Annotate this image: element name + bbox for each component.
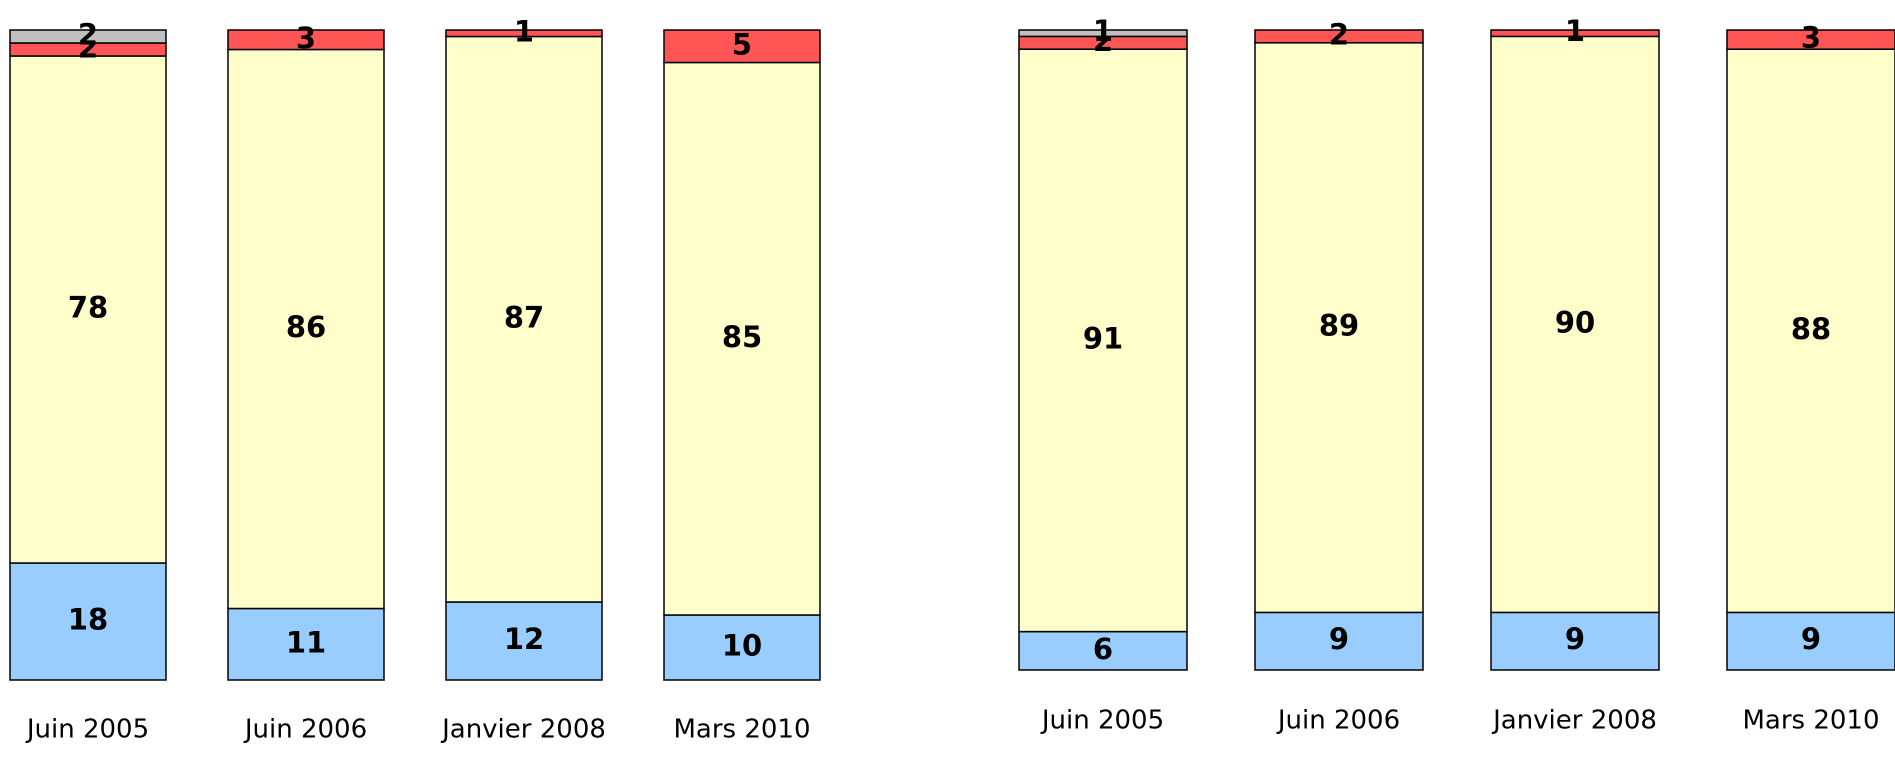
bar-segment	[1018, 29, 1188, 38]
data-label: 87	[504, 300, 544, 334]
x-tick-label: Juin 2005	[25, 715, 149, 745]
bar-segment	[663, 61, 821, 616]
data-label: 1	[514, 14, 534, 48]
x-tick-label: Juin 2006	[1276, 706, 1400, 736]
x-tick-label: Janvier 2008	[440, 715, 606, 745]
bar-segment	[445, 35, 603, 603]
data-label: 90	[1555, 305, 1595, 339]
data-label: 85	[722, 320, 762, 354]
data-label: 10	[722, 629, 762, 663]
bar-segment	[445, 29, 603, 38]
bar-segment	[1726, 48, 1895, 614]
bar-segment	[1490, 611, 1660, 671]
data-label: 2	[1329, 17, 1349, 51]
x-tick-label: Janvier 2008	[1491, 706, 1657, 736]
bar-segment	[663, 29, 821, 64]
data-label: 3	[1801, 21, 1821, 55]
data-label: 9	[1565, 622, 1585, 656]
x-tick-label: Mars 2010	[1742, 706, 1879, 736]
data-label: 1	[1093, 14, 1113, 48]
x-tick-label: Mars 2010	[673, 715, 810, 745]
data-label: 89	[1319, 309, 1359, 343]
data-label: 78	[68, 291, 108, 325]
bar-segment	[663, 614, 821, 681]
bar-segment	[1726, 29, 1895, 50]
x-tick-label: Juin 2005	[1040, 706, 1164, 736]
data-label: 86	[286, 310, 326, 344]
data-label: 18	[68, 603, 108, 637]
data-label: 6	[1093, 632, 1113, 666]
data-label: 12	[504, 622, 544, 656]
data-label: 3	[296, 21, 316, 55]
bar-segment	[1254, 29, 1424, 44]
data-label: 5	[732, 27, 752, 61]
bar-segment	[1490, 29, 1660, 38]
data-label: 91	[1083, 321, 1123, 355]
bar-segment	[445, 601, 603, 681]
data-label: 1	[1565, 14, 1585, 48]
bar-segment	[227, 29, 385, 51]
data-label: 11	[286, 625, 326, 659]
bar-segment	[9, 29, 167, 44]
data-label: 88	[1791, 312, 1831, 346]
bar-segment	[1018, 630, 1188, 671]
bar-segment	[1018, 48, 1188, 633]
bar-segment	[9, 562, 167, 681]
data-label: 9	[1329, 622, 1349, 656]
x-tick-label: Juin 2006	[243, 715, 367, 745]
bar-segment	[1490, 35, 1660, 614]
data-label: 9	[1801, 622, 1821, 656]
bar-segment	[9, 55, 167, 564]
data-label: 2	[78, 18, 98, 52]
